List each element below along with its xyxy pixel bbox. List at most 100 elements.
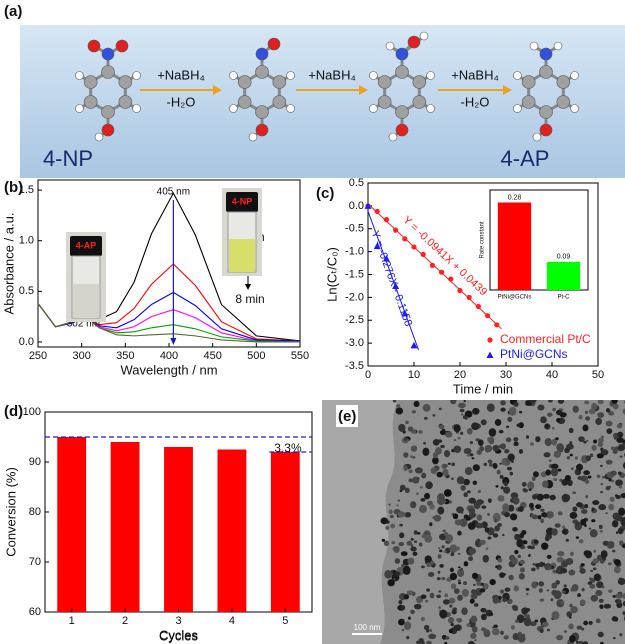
particle (406, 635, 410, 640)
particle (451, 462, 455, 466)
atom (87, 39, 101, 53)
particle (488, 438, 495, 445)
particle (576, 502, 583, 508)
x-tick-label: 300 (72, 350, 90, 362)
particle (512, 605, 518, 611)
particle (600, 641, 604, 644)
particle (602, 585, 605, 589)
particle (428, 629, 433, 632)
particle (578, 640, 584, 644)
particle (488, 462, 493, 467)
particle (450, 552, 455, 557)
particle (569, 441, 573, 445)
particle (397, 511, 406, 518)
particle (512, 633, 519, 641)
particle (469, 453, 474, 457)
particle (426, 562, 431, 568)
atom (115, 39, 129, 53)
particle (403, 437, 408, 441)
particle (444, 641, 448, 644)
particle (516, 423, 521, 427)
particle (457, 594, 463, 601)
particle (536, 493, 544, 501)
particle (500, 407, 506, 412)
value-label: 0.28 (508, 194, 522, 201)
particle (609, 496, 615, 502)
particle (416, 492, 419, 496)
particle (396, 504, 399, 507)
tem-image (322, 400, 625, 644)
particle (399, 523, 403, 527)
particle (513, 585, 519, 592)
particle (430, 467, 438, 474)
particle (455, 546, 460, 551)
particle (622, 611, 625, 615)
particle (484, 444, 493, 453)
particle (588, 620, 593, 625)
data-point (457, 287, 463, 294)
particle (554, 523, 561, 528)
particle (532, 562, 536, 566)
particle (464, 415, 468, 420)
particle (421, 565, 425, 569)
atom (570, 104, 579, 113)
particle (500, 630, 504, 635)
particle (544, 423, 549, 428)
particle (584, 400, 590, 405)
particle (622, 462, 625, 469)
particle (591, 402, 598, 410)
particle (461, 588, 469, 597)
particle (450, 622, 454, 627)
particle (465, 516, 471, 521)
particle (577, 593, 581, 597)
x-tick-label: 2 (122, 615, 128, 627)
particle (421, 534, 426, 539)
particle (597, 400, 604, 405)
particle (410, 544, 414, 547)
particle (399, 484, 406, 491)
particle (555, 437, 559, 441)
particle (418, 542, 423, 547)
atom (255, 47, 269, 61)
particle (585, 455, 591, 462)
y-axis-label: Absorbance / a.u. (1, 213, 16, 315)
particle (384, 569, 392, 579)
particle (449, 544, 458, 554)
particle (557, 400, 565, 404)
particle (457, 530, 462, 536)
particle (495, 484, 499, 488)
particle (457, 552, 461, 555)
particle (509, 513, 518, 521)
particle (393, 577, 396, 581)
particle (485, 547, 489, 550)
data-point (448, 276, 454, 282)
particle (585, 416, 591, 421)
particle (522, 488, 527, 492)
data-point (466, 294, 472, 300)
particle (462, 478, 470, 486)
atom (539, 105, 553, 119)
particle (588, 527, 592, 530)
particle (517, 554, 522, 559)
particle (613, 432, 619, 439)
atom (101, 105, 115, 119)
particle (546, 554, 552, 559)
particle (570, 606, 578, 614)
particle (410, 445, 418, 452)
particle (488, 428, 497, 437)
particle (510, 625, 516, 630)
y-tick-label: -1.0 (345, 246, 364, 258)
particle (440, 444, 445, 449)
atom (412, 95, 427, 109)
x-tick-label: 3 (175, 615, 181, 627)
particle (429, 592, 435, 599)
atom (132, 71, 141, 80)
particle (595, 618, 601, 624)
particle (508, 574, 514, 581)
particle (508, 406, 517, 416)
particle (518, 422, 524, 429)
particle (608, 589, 613, 593)
particle (468, 507, 476, 516)
vial-liquid (73, 283, 99, 318)
particle (539, 628, 544, 633)
